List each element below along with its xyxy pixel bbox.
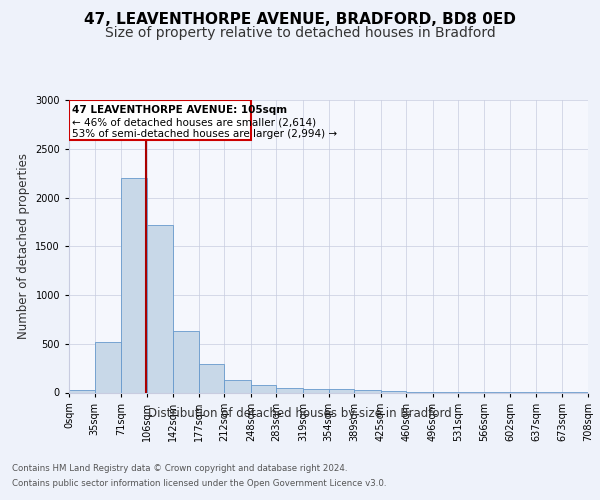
Bar xyxy=(121,178,147,392)
Bar xyxy=(224,380,251,392)
Text: Size of property relative to detached houses in Bradford: Size of property relative to detached ho… xyxy=(104,26,496,40)
Bar xyxy=(69,390,95,392)
Bar xyxy=(147,225,173,392)
Bar xyxy=(329,389,354,392)
Text: 53% of semi-detached houses are larger (2,994) →: 53% of semi-detached houses are larger (… xyxy=(72,129,337,139)
Bar xyxy=(95,342,121,392)
Bar xyxy=(173,330,199,392)
Bar xyxy=(199,364,224,392)
Text: Distribution of detached houses by size in Bradford: Distribution of detached houses by size … xyxy=(148,408,452,420)
Bar xyxy=(277,388,303,392)
Text: ← 46% of detached houses are smaller (2,614): ← 46% of detached houses are smaller (2,… xyxy=(72,118,316,128)
Bar xyxy=(303,389,329,392)
Text: 47, LEAVENTHORPE AVENUE, BRADFORD, BD8 0ED: 47, LEAVENTHORPE AVENUE, BRADFORD, BD8 0… xyxy=(84,12,516,28)
Text: Contains HM Land Registry data © Crown copyright and database right 2024.: Contains HM Land Registry data © Crown c… xyxy=(12,464,347,473)
Bar xyxy=(380,390,406,392)
Y-axis label: Number of detached properties: Number of detached properties xyxy=(17,153,29,340)
Text: 47 LEAVENTHORPE AVENUE: 105sqm: 47 LEAVENTHORPE AVENUE: 105sqm xyxy=(72,105,287,115)
Text: Contains public sector information licensed under the Open Government Licence v3: Contains public sector information licen… xyxy=(12,479,386,488)
Bar xyxy=(354,390,380,392)
Bar xyxy=(251,385,277,392)
FancyBboxPatch shape xyxy=(69,100,251,140)
